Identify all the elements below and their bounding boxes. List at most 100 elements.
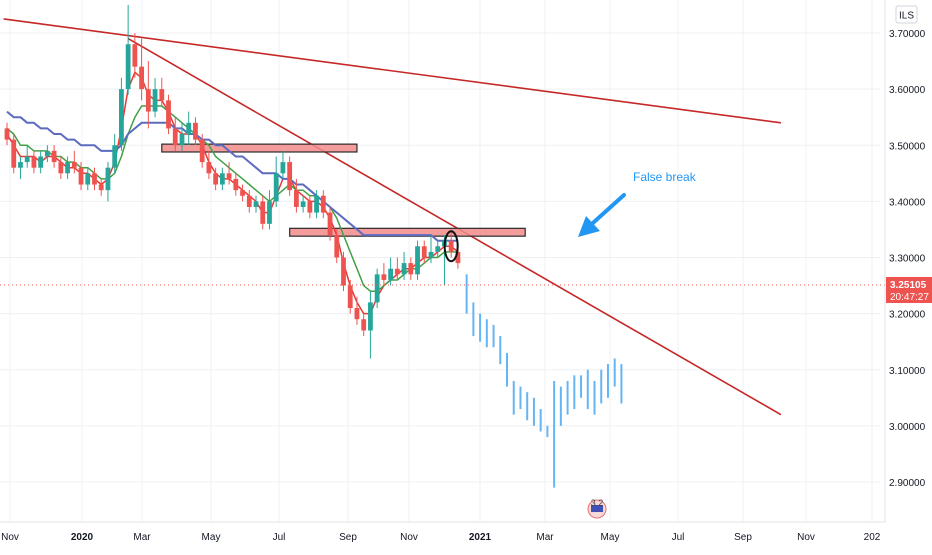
- candle-body: [361, 319, 367, 331]
- candle-body: [98, 184, 104, 191]
- candle-body: [112, 145, 118, 168]
- candle-body: [388, 268, 394, 280]
- candle-body: [44, 150, 50, 157]
- candle-body: [78, 167, 84, 185]
- x-tick-label: 202: [864, 532, 881, 543]
- arrow-head: [578, 216, 600, 237]
- candle-body: [267, 201, 272, 224]
- candle-body: [354, 308, 360, 320]
- candle-body: [159, 89, 165, 101]
- x-tick-label: Nov: [797, 532, 815, 543]
- candle-body: [347, 285, 353, 309]
- y-tick-label: 2.90000: [889, 478, 926, 489]
- x-tick-label: Sep: [339, 532, 357, 543]
- y-tick-label: 3.30000: [889, 254, 926, 265]
- candle-body: [199, 139, 205, 163]
- candle-body: [4, 128, 10, 140]
- candle-body: [327, 212, 333, 236]
- candle-body: [226, 173, 232, 179]
- candle-body: [287, 162, 293, 191]
- candle-body: [341, 257, 346, 286]
- candle-body: [408, 263, 414, 275]
- current-price-label: 3.25105: [890, 280, 927, 291]
- candle-body: [415, 246, 420, 275]
- x-tick-label: Mar: [133, 532, 151, 543]
- short-trendline: [127, 37, 782, 416]
- candle-body: [374, 274, 380, 303]
- candle-body: [92, 173, 97, 185]
- candle-body: [334, 235, 340, 258]
- candle-body: [38, 156, 44, 168]
- candle-body: [11, 139, 17, 168]
- x-tick-label: Sep: [734, 532, 752, 543]
- x-tick-label: 2020: [71, 532, 94, 543]
- candle-body: [428, 251, 434, 258]
- candle-body: [421, 246, 427, 258]
- candle-body: [31, 156, 37, 168]
- candle-body: [51, 150, 57, 163]
- candle-body: [401, 263, 407, 275]
- candle-body: [139, 66, 144, 90]
- candle-body: [132, 44, 138, 67]
- badge-text: 3 2: [591, 498, 604, 508]
- x-tick-label: May: [601, 532, 620, 543]
- candle-body: [219, 173, 225, 185]
- resistance-zone-lower: [289, 227, 526, 237]
- candle-body: [320, 195, 326, 213]
- candle-body: [193, 122, 198, 140]
- candle-body: [85, 173, 91, 185]
- candle-body: [18, 162, 23, 168]
- candle-body: [172, 128, 178, 146]
- current-price-label-box: [886, 276, 932, 303]
- y-tick-label: 3.00000: [889, 422, 926, 433]
- y-tick-label: 3.10000: [889, 366, 926, 377]
- x-tick-label: Mar: [536, 532, 554, 543]
- candle-body: [307, 201, 313, 213]
- candle-body: [65, 162, 70, 174]
- candle-body: [246, 195, 252, 207]
- price-axis-bg: [885, 0, 932, 550]
- candle-body: [293, 190, 299, 207]
- false-break-circle: [443, 230, 459, 263]
- candle-body: [280, 162, 286, 174]
- candle-body: [186, 122, 192, 135]
- candle-body: [300, 201, 306, 207]
- candle-body: [448, 240, 454, 252]
- candle-body: [179, 134, 185, 146]
- candle-body: [368, 302, 373, 331]
- y-tick-label: 3.60000: [889, 85, 926, 96]
- y-tick-label: 3.50000: [889, 141, 926, 152]
- currency-label: ILS: [899, 11, 914, 22]
- candle-body: [206, 162, 212, 174]
- candle-body: [435, 246, 441, 252]
- y-tick-label: 3.70000: [889, 29, 926, 40]
- candle-body: [119, 89, 124, 146]
- x-tick-label: Nov: [400, 532, 418, 543]
- x-tick-label: Jul: [273, 532, 286, 543]
- x-tick-label: Nov: [1, 532, 19, 543]
- candle-body: [213, 173, 219, 185]
- long-trendline: [3, 18, 782, 124]
- candle-body: [253, 201, 259, 207]
- flag-stripe-icon: [591, 505, 603, 512]
- candle-body: [145, 89, 151, 112]
- x-tick-label: Jul: [672, 532, 685, 543]
- annotation-label: False break: [633, 170, 697, 184]
- candle-body: [273, 173, 279, 202]
- candle-body: [381, 274, 387, 280]
- candle-body: [125, 44, 131, 90]
- candle-body: [105, 167, 111, 191]
- candle-body: [314, 195, 319, 213]
- candle-body: [166, 100, 171, 129]
- y-tick-label: 3.40000: [889, 197, 926, 208]
- candle-body: [152, 89, 158, 112]
- x-tick-label: May: [202, 532, 221, 543]
- candle-body: [240, 190, 245, 196]
- candle-body: [58, 162, 64, 174]
- ma-slow-line: [6, 110, 458, 242]
- resistance-zone-upper: [161, 143, 358, 153]
- candle-body: [24, 156, 30, 163]
- candle-body: [394, 268, 400, 275]
